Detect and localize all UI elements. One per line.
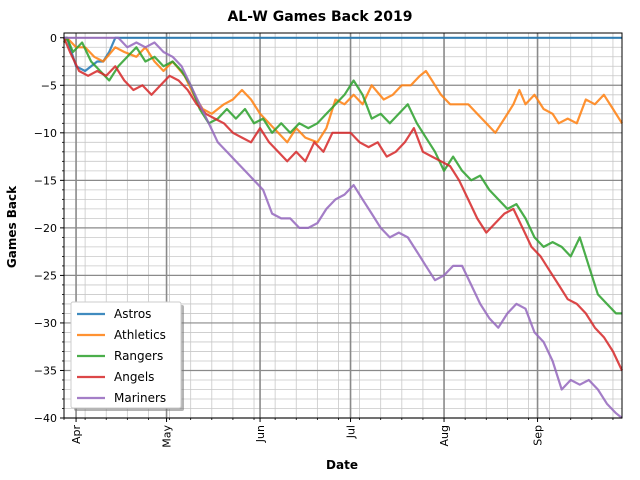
legend-label: Rangers bbox=[114, 349, 163, 363]
x-tick-label: Aug bbox=[438, 425, 451, 446]
legend-box bbox=[70, 301, 182, 409]
x-axis-label: Date bbox=[326, 458, 358, 472]
y-tick-label: −10 bbox=[34, 127, 57, 140]
legend-label: Athletics bbox=[114, 328, 166, 342]
y-tick-label: −30 bbox=[34, 317, 57, 330]
y-tick-label: −20 bbox=[34, 222, 57, 235]
y-tick-label: −5 bbox=[41, 79, 57, 92]
y-tick-label: −15 bbox=[34, 174, 57, 187]
y-axis: 0 −5 −10 −15 −20 −25 −30 −35 −40 bbox=[34, 32, 64, 425]
legend-label: Astros bbox=[114, 307, 151, 321]
series-line-mariners bbox=[64, 36, 623, 419]
y-tick-label: 0 bbox=[50, 32, 57, 45]
x-tick-label: Jul bbox=[345, 425, 358, 439]
plot-area: 0 −5 −10 −15 −20 −25 −30 −35 −40 Apr May Jun Jul Aug S… bbox=[34, 32, 623, 448]
y-tick-label: −35 bbox=[34, 364, 57, 377]
chart-title: AL-W Games Back 2019 bbox=[227, 9, 412, 25]
legend: Astros Athletics Rangers Angels Mariners bbox=[70, 301, 184, 411]
y-axis-label: Games Back bbox=[5, 185, 19, 268]
axes-frame bbox=[63, 32, 623, 419]
series-line-rangers bbox=[63, 36, 622, 315]
series-group bbox=[62, 36, 623, 419]
y-tick-label: −25 bbox=[34, 269, 57, 282]
series-line-athletics bbox=[63, 36, 623, 144]
series-line-angels bbox=[62, 37, 623, 371]
x-tick-label: Sep bbox=[532, 425, 545, 446]
x-axis: Apr May Jun Jul Aug Sep bbox=[63, 418, 614, 448]
legend-label: Angels bbox=[114, 370, 154, 384]
x-tick-label: May bbox=[161, 425, 174, 448]
y-tick-label: −40 bbox=[34, 412, 57, 425]
x-tick-label: Apr bbox=[70, 425, 83, 445]
legend-label: Mariners bbox=[114, 391, 166, 405]
x-tick-label: Jun bbox=[254, 425, 267, 443]
